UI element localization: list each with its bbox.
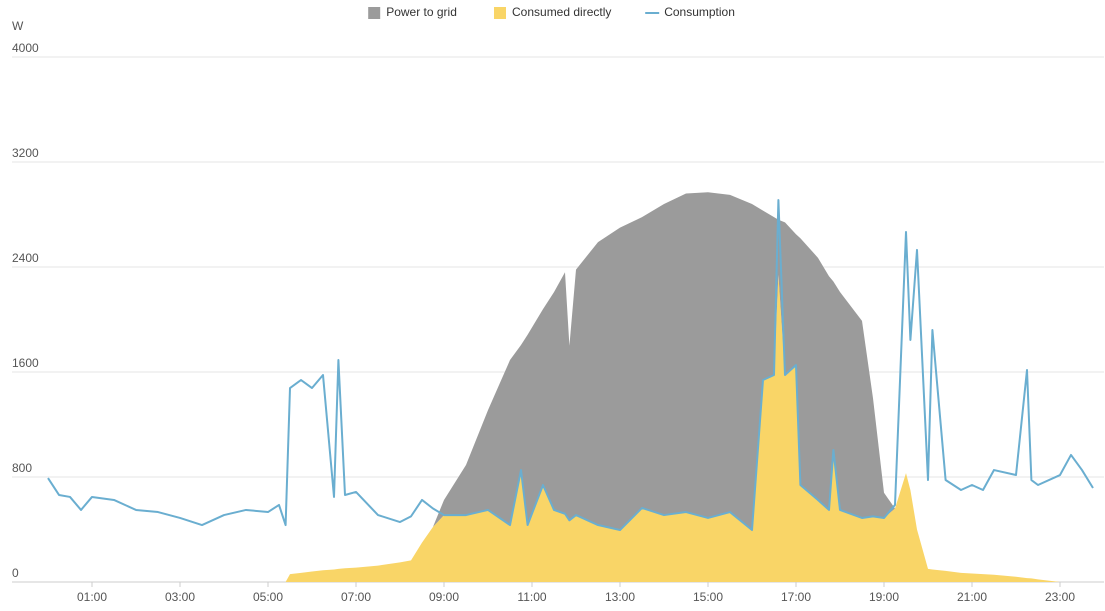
legend: Power to grid Consumed directly Consumptio… — [368, 5, 735, 19]
x-tick-label: 09:00 — [429, 590, 459, 604]
x-tick-label: 21:00 — [957, 590, 987, 604]
y-tick-label: 4000 — [12, 41, 39, 55]
x-tick-label: 11:00 — [517, 590, 546, 604]
y-tick-label: 800 — [12, 461, 32, 475]
area — [48, 274, 1093, 582]
x-tick-label: 07:00 — [341, 590, 371, 604]
x-tick-label: 17:00 — [781, 590, 811, 604]
legend-swatch — [368, 7, 381, 19]
x-tick-label: 03:00 — [165, 590, 195, 604]
x-tick-label: 01:00 — [77, 590, 107, 604]
y-tick-label: 3200 — [12, 146, 39, 160]
line — [47, 199, 1094, 532]
x-tick-label: 05:00 — [253, 590, 283, 604]
y-tick-label: 0 — [12, 566, 19, 580]
legend-label: Power to grid — [386, 5, 457, 19]
x-tick-label: 15:00 — [693, 590, 723, 604]
y-axis-label: W — [12, 19, 24, 33]
x-tick-label: 23:00 — [1045, 590, 1075, 604]
legend-label: Consumed directly — [512, 5, 611, 19]
x-tick-label: 19:00 — [869, 590, 899, 604]
legend-label: Consumption — [664, 5, 735, 19]
legend-swatch — [494, 7, 506, 19]
x-tick-label: 13:00 — [605, 590, 635, 604]
area — [48, 192, 1093, 582]
y-tick-label: 1600 — [12, 356, 39, 370]
y-tick-label: 2400 — [12, 251, 39, 265]
